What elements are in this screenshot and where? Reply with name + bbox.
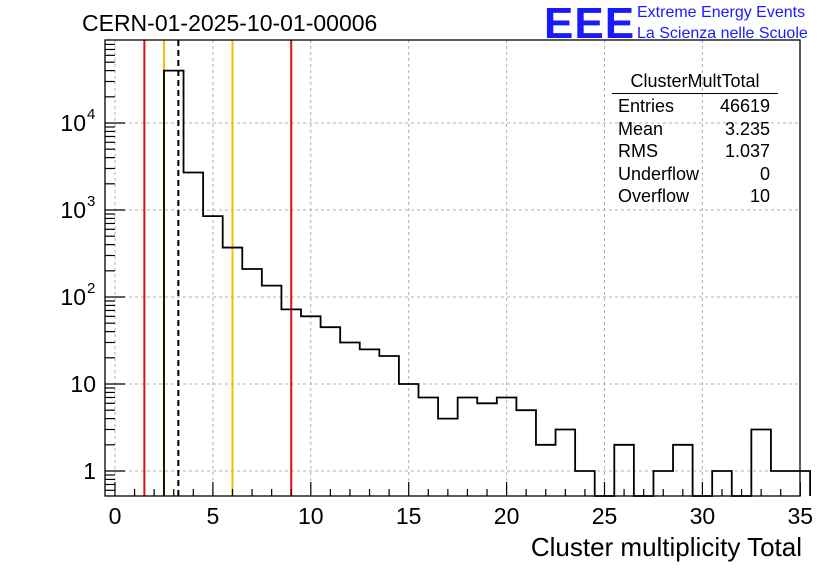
x-tick-label: 30: [690, 503, 716, 529]
histogram-bin: [458, 397, 478, 496]
stats-row-overflow: Overflow 10: [612, 185, 778, 208]
histogram-bin: [340, 342, 360, 496]
histogram-bin: [751, 429, 771, 496]
histogram-bin: [614, 445, 634, 496]
x-tick-label: 35: [788, 503, 814, 529]
stats-label: Mean: [618, 118, 664, 139]
stats-row-mean: Mean 3.235: [612, 118, 778, 141]
y-tick-exponent: 2: [87, 280, 95, 297]
stats-row-underflow: Underflow 0: [612, 163, 778, 186]
histogram-bin: [203, 216, 223, 496]
y-tick-exponent: 4: [87, 106, 95, 123]
histogram-bin: [497, 397, 517, 496]
eee-logo: EEE Extreme Energy Events La Scienza nel…: [544, 0, 834, 48]
x-tick-label: 20: [494, 503, 520, 529]
histogram-bin: [281, 309, 301, 496]
histogram-bin: [399, 384, 419, 496]
histogram-bin: [184, 172, 204, 496]
x-tick-label: 10: [298, 503, 324, 529]
stats-label: Overflow: [618, 186, 690, 207]
histogram-bin: [379, 356, 399, 496]
histogram-bin: [536, 445, 556, 496]
stats-box: ClusterMultTotal Entries 46619 Mean 3.23…: [612, 70, 778, 208]
stats-label: Underflow: [618, 163, 700, 184]
stats-row-entries: Entries 46619: [612, 95, 778, 118]
histogram-bin: [516, 410, 536, 496]
axis-ticks: [105, 43, 801, 496]
histogram-bin: [556, 429, 576, 496]
histogram-bin: [418, 397, 438, 496]
stats-row-rms: RMS 1.037: [612, 140, 778, 163]
stats-value: 10: [749, 186, 770, 207]
histogram-bin: [242, 269, 262, 496]
stats-value: 3.235: [724, 118, 770, 139]
histogram-bin: [673, 445, 693, 496]
histogram-bin: [360, 349, 380, 496]
y-tick-label: 10: [60, 197, 86, 223]
stats-value: 46619: [719, 96, 770, 116]
y-tick-exponent: 3: [87, 193, 95, 210]
x-tick-label: 25: [592, 503, 618, 529]
histogram-bin: [223, 248, 243, 496]
x-axis-label: Cluster multiplicity Total: [530, 532, 802, 562]
y-tick-label: 10: [70, 371, 96, 397]
stats-title: ClusterMultTotal: [612, 70, 778, 94]
histogram-bin: [321, 327, 341, 496]
histogram-bin: [262, 286, 282, 496]
histogram-bin: [438, 419, 458, 496]
x-tick-label: 15: [396, 503, 422, 529]
chart-title: CERN-01-2025-10-01-00006: [82, 10, 378, 36]
logo-line-2: La Scienza nelle Scuole: [637, 25, 808, 42]
x-tick-label: 5: [207, 503, 220, 529]
plot-frame: [104, 39, 801, 497]
histogram-bin: [164, 71, 184, 496]
stats-value: 1.037: [724, 141, 770, 162]
grid-lines: [105, 40, 800, 496]
stats-label: RMS: [618, 141, 658, 162]
logo-line-1: Extreme Energy Events: [637, 4, 806, 21]
y-tick-label: 10: [60, 284, 86, 310]
y-tick-label: 10: [60, 110, 86, 136]
histogram-bin: [301, 316, 321, 496]
stats-value: 0: [759, 163, 770, 184]
x-tick-label: 0: [109, 503, 122, 529]
stats-label: Entries: [618, 96, 675, 116]
y-tick-label: 1: [83, 458, 96, 484]
histogram-bin: [477, 403, 497, 496]
